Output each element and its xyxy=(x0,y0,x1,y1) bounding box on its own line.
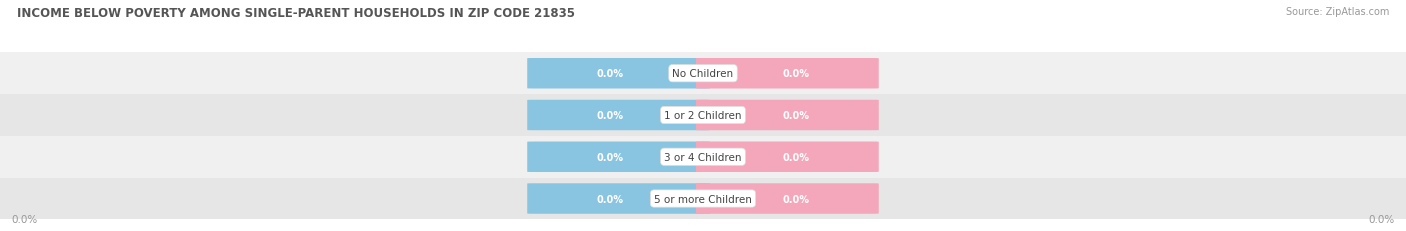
Bar xyxy=(0,53,1406,95)
Text: 0.0%: 0.0% xyxy=(1368,214,1395,225)
Text: No Children: No Children xyxy=(672,69,734,79)
Bar xyxy=(0,178,1406,219)
FancyBboxPatch shape xyxy=(527,183,710,214)
Bar xyxy=(0,95,1406,136)
Text: 3 or 4 Children: 3 or 4 Children xyxy=(664,152,742,162)
Text: Source: ZipAtlas.com: Source: ZipAtlas.com xyxy=(1285,7,1389,17)
FancyBboxPatch shape xyxy=(696,142,879,172)
Bar xyxy=(0,136,1406,178)
Text: 0.0%: 0.0% xyxy=(596,110,624,121)
FancyBboxPatch shape xyxy=(527,142,710,172)
Text: 0.0%: 0.0% xyxy=(782,194,810,204)
Text: 0.0%: 0.0% xyxy=(596,69,624,79)
FancyBboxPatch shape xyxy=(696,100,879,131)
Text: 0.0%: 0.0% xyxy=(782,152,810,162)
Text: 5 or more Children: 5 or more Children xyxy=(654,194,752,204)
Text: 0.0%: 0.0% xyxy=(596,152,624,162)
FancyBboxPatch shape xyxy=(696,183,879,214)
Text: 0.0%: 0.0% xyxy=(11,214,38,225)
FancyBboxPatch shape xyxy=(527,100,710,131)
Text: 1 or 2 Children: 1 or 2 Children xyxy=(664,110,742,121)
Text: 0.0%: 0.0% xyxy=(782,69,810,79)
Text: 0.0%: 0.0% xyxy=(596,194,624,204)
FancyBboxPatch shape xyxy=(527,59,710,89)
Text: INCOME BELOW POVERTY AMONG SINGLE-PARENT HOUSEHOLDS IN ZIP CODE 21835: INCOME BELOW POVERTY AMONG SINGLE-PARENT… xyxy=(17,7,575,20)
Text: 0.0%: 0.0% xyxy=(782,110,810,121)
FancyBboxPatch shape xyxy=(696,59,879,89)
